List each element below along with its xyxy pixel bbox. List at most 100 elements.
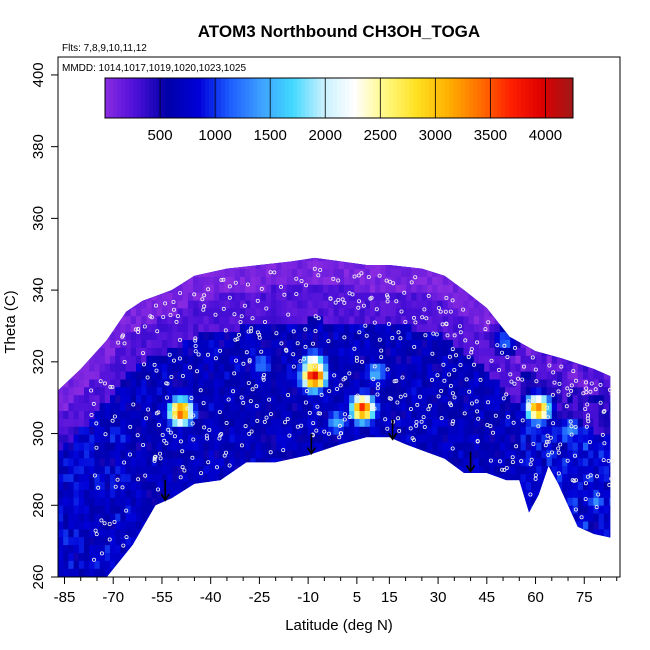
heatmap-cell (94, 410, 100, 419)
sample-point (474, 399, 479, 404)
heatmap-cell (442, 394, 449, 404)
heatmap-cell (603, 568, 610, 577)
heatmap-cell (365, 245, 371, 253)
heatmap-cell (562, 576, 568, 577)
sample-point (315, 404, 320, 409)
heatmap-cell (317, 292, 324, 301)
heatmap-cell (603, 402, 610, 411)
sample-point (352, 346, 357, 351)
heatmap-cell (104, 560, 111, 569)
heatmap-cell (505, 544, 511, 553)
heatmap-cell (603, 489, 610, 498)
heatmap-cell (89, 315, 95, 325)
heatmap-cell (187, 552, 194, 561)
heatmap-cell (567, 292, 573, 301)
heatmap-cell (380, 410, 386, 419)
heatmap-cell (369, 528, 376, 538)
heatmap-cell (333, 331, 340, 340)
heatmap-cell (421, 489, 428, 498)
sample-point (441, 362, 446, 367)
heatmap-cell (437, 284, 443, 293)
heatmap-cell (411, 576, 417, 577)
heatmap-cell (354, 363, 360, 372)
heatmap-cell (208, 552, 215, 561)
heatmap-cell (172, 442, 178, 451)
heatmap-cell (562, 355, 568, 364)
heatmap-cell (447, 465, 454, 475)
heatmap-cell (307, 552, 314, 561)
heatmap-cell (110, 300, 116, 309)
heatmap-cell (68, 379, 74, 388)
heatmap-cell (447, 528, 454, 538)
heatmap-cell (120, 536, 126, 546)
heatmap-cell (572, 284, 579, 293)
heatmap-cell (250, 260, 256, 269)
heatmap-cell (375, 402, 381, 411)
heatmap-cell (505, 521, 511, 530)
heatmap-cell (583, 257, 589, 262)
heatmap-cell (213, 442, 220, 451)
heatmap-cell (84, 521, 90, 530)
heatmap-cell (437, 568, 443, 577)
heatmap-cell (151, 489, 158, 498)
heatmap-cell (343, 347, 350, 356)
heatmap-cell (359, 315, 366, 325)
sample-point (222, 453, 227, 458)
heatmap-cell (614, 545, 620, 553)
heatmap-cell (136, 568, 142, 577)
heatmap-cell (58, 568, 64, 577)
heatmap-cell (473, 410, 480, 419)
heatmap-cell (546, 465, 553, 475)
heatmap-cell (120, 355, 126, 364)
heatmap-cell (343, 355, 350, 364)
heatmap-cell (177, 386, 184, 396)
heatmap-cell (437, 457, 443, 467)
heatmap-cell (401, 315, 407, 325)
heatmap-cell (614, 513, 620, 521)
heatmap-cell (494, 402, 501, 411)
heatmap-cell (58, 339, 64, 348)
heatmap-cell (479, 521, 485, 530)
heatmap-cell (136, 386, 142, 396)
heatmap-cell (510, 418, 516, 427)
heatmap-cell (328, 371, 334, 380)
heatmap-cell (515, 450, 521, 459)
heatmap-cell (525, 308, 532, 317)
heatmap-cell (442, 442, 449, 451)
heatmap-cell (531, 481, 537, 490)
heatmap-cell (130, 528, 137, 538)
heatmap-cell (364, 442, 371, 451)
heatmap-cell (583, 339, 589, 348)
heatmap-cell (172, 300, 178, 309)
heatmap-cell (583, 245, 589, 253)
heatmap-cell (146, 323, 152, 333)
heatmap-cell (520, 257, 527, 262)
heatmap-cell (198, 465, 204, 475)
heatmap-cell (302, 268, 308, 277)
heatmap-cell (302, 568, 308, 577)
heatmap-cell (141, 481, 147, 490)
heatmap-cell (364, 434, 371, 443)
heatmap-cell (484, 331, 490, 340)
heatmap-cell (411, 521, 417, 530)
heatmap-cell (505, 284, 511, 293)
sample-point (448, 383, 453, 388)
heatmap-cell (224, 308, 230, 317)
heatmap-cell (562, 245, 568, 253)
heatmap-cell (99, 418, 106, 427)
heatmap-cell (572, 536, 579, 546)
heatmap-cell (208, 418, 215, 427)
heatmap-cell (364, 481, 371, 490)
heatmap-cell (89, 410, 95, 419)
heatmap-cell (338, 379, 345, 388)
heatmap-cell (593, 560, 599, 569)
heatmap-cell (614, 261, 620, 269)
heatmap-cell (120, 457, 126, 467)
heatmap-cell (177, 536, 184, 546)
heatmap-cell (130, 418, 137, 427)
heatmap-cell (598, 426, 605, 435)
heatmap-cell (359, 292, 366, 301)
heatmap-cell (84, 379, 90, 388)
sample-point (195, 369, 200, 374)
heatmap-cell (598, 513, 605, 522)
